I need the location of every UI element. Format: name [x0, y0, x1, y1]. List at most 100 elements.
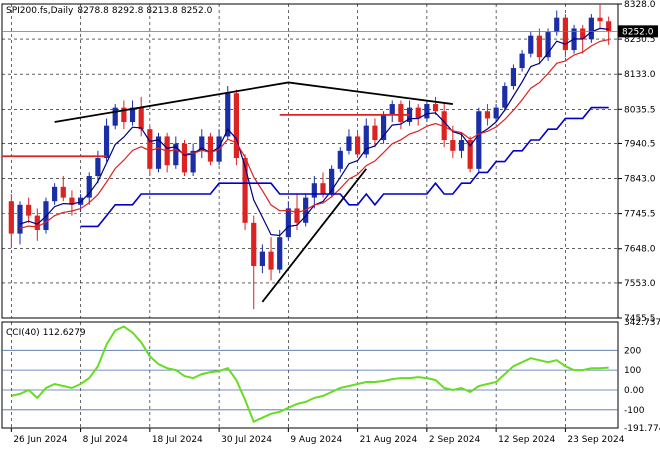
x-tick-label: 2 Sep 2024 [429, 435, 481, 445]
price-axis: 8328.0 8230.5 8133.0 8035.5 7940.5 7843.0 7745… [618, 0, 658, 324]
candles [8, 3, 612, 310]
y-tick-label: 7745.5 [624, 210, 656, 220]
y-tick-label: 7455.5 [624, 314, 656, 324]
candle-body [155, 136, 162, 169]
candle-body [467, 140, 473, 169]
candle-body [346, 136, 352, 151]
candle-body [580, 28, 586, 40]
y-tick-label: 8133.0 [624, 70, 656, 80]
candle-body [355, 136, 361, 155]
candle-body [554, 17, 560, 33]
cci-tick-label: -191.7744 [624, 424, 660, 434]
chart-title: SPI200.fs,Daily 8278.8 8292.8 8213.8 8252.0 [6, 6, 213, 16]
current-price-label: 8252.0 [622, 27, 654, 37]
cci-tick-label: 200 [624, 346, 641, 356]
candle-body [510, 68, 517, 87]
candle-body [259, 251, 265, 266]
cci-tick-label: -100 [624, 406, 645, 416]
x-tick-label: 21 Aug 2024 [360, 435, 418, 445]
candle-body [52, 186, 58, 202]
candle-body [588, 17, 594, 40]
y-tick-label: 7940.5 [624, 139, 656, 149]
candle-body [17, 204, 23, 234]
candle-body [103, 125, 110, 159]
candle-body [181, 143, 188, 173]
cci-panel: 342.7377 200 100 0.00 -100 -191.7744 [2, 318, 660, 434]
candle-body [34, 215, 40, 231]
candle-body [251, 222, 257, 266]
candle-body [112, 107, 118, 126]
x-tick-label: 23 Sep 2024 [567, 435, 624, 445]
candle-body [363, 125, 369, 155]
candle-body [545, 32, 551, 58]
candle-body [26, 204, 32, 216]
candle-body [69, 197, 75, 205]
y-tick-label: 7648.0 [624, 245, 656, 255]
price-panel-frame [1, 3, 619, 319]
cci-line [11, 325, 609, 424]
candle-body [432, 104, 439, 112]
candle-body [484, 111, 491, 119]
candle-body [233, 93, 240, 159]
candle-body [277, 237, 283, 270]
ma-long-line [80, 106, 609, 228]
candle-body [415, 107, 421, 119]
x-tick-label: 8 Jul 2024 [83, 435, 128, 445]
candle-body [294, 208, 300, 223]
x-tick-label: 9 Aug 2024 [290, 435, 342, 445]
overlays [2, 27, 618, 303]
candle-body [329, 168, 335, 195]
cci-label: CCI(40) 112.6279 [6, 328, 86, 338]
x-tick-label: 26 Jun 2024 [13, 435, 67, 445]
y-tick-label: 7553.0 [624, 279, 656, 289]
resistance-trendline [54, 81, 453, 123]
candle-body [86, 176, 92, 198]
candle-body [225, 93, 231, 137]
candle-body [129, 107, 136, 123]
candle-body [597, 17, 603, 22]
candle-body [320, 183, 326, 195]
cci-tick-label: 0.00 [624, 386, 644, 396]
candle-body [8, 201, 14, 234]
y-tick-label: 8035.5 [624, 105, 656, 115]
candle-body [190, 150, 196, 173]
candle-body [268, 251, 274, 270]
candle-body [562, 17, 568, 51]
grid [1, 3, 619, 429]
candle-body [43, 201, 49, 231]
candle-body [311, 183, 317, 198]
candle-body [441, 111, 447, 141]
candle-body [493, 107, 499, 119]
cci-tick-label: 100 [624, 366, 641, 376]
y-tick-label: 7843.0 [624, 175, 656, 185]
candle-body [528, 35, 534, 54]
y-tick-label: 8230.5 [624, 35, 656, 45]
candle-body [458, 140, 465, 151]
candle-body [606, 21, 612, 32]
time-axis: 26 Jun 2024 8 Jul 2024 18 Jul 2024 30 Jul 2… [10, 428, 625, 445]
cci-panel-frame [1, 321, 619, 429]
candle-body [285, 208, 291, 238]
candle-body [242, 158, 248, 223]
support-trendline [261, 168, 367, 303]
y-tick-label: 8328.0 [624, 0, 656, 10]
cci-tick-label: 342.7377 [624, 318, 660, 328]
candle-body [95, 158, 101, 177]
x-tick-label: 30 Jul 2024 [221, 435, 272, 445]
candle-body [199, 136, 205, 151]
candle-body [207, 136, 214, 162]
x-tick-label: 18 Jul 2024 [152, 435, 203, 445]
candle-body [502, 86, 508, 108]
candle-body [60, 186, 66, 198]
candle-body [424, 104, 430, 119]
candle-body [173, 143, 179, 166]
candle-body [519, 53, 525, 69]
candle-body [138, 107, 144, 130]
candle-body [536, 35, 543, 58]
candle-body [372, 125, 378, 141]
candle-body [389, 104, 395, 115]
candle-body [476, 111, 482, 169]
current-price-box [618, 25, 658, 38]
candle-body [121, 107, 127, 123]
